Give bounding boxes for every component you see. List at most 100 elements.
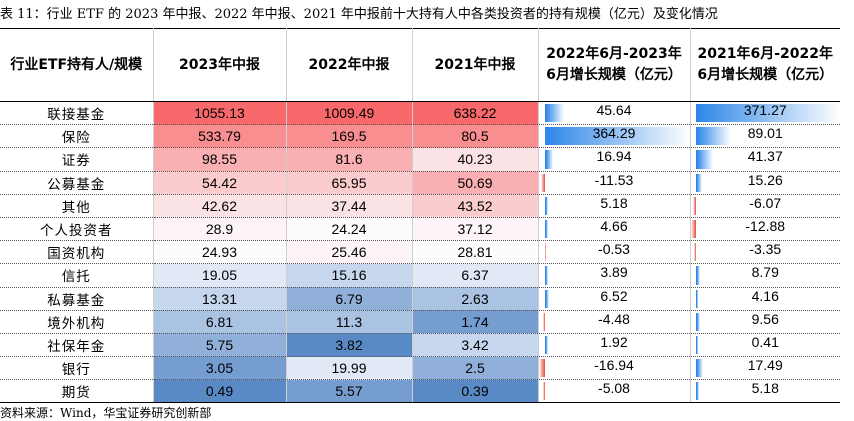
growth-bar-wrap: -5.08 bbox=[539, 380, 690, 402]
table-row: 期货 0.49 5.57 0.39 -5.08 5.18 bbox=[0, 379, 841, 404]
value-cell-v2021: 28.81 bbox=[411, 240, 538, 265]
growth-bar bbox=[543, 382, 546, 401]
value-cell-v2022: 81.6 bbox=[285, 147, 412, 172]
header-growth-2122-label: 2021年6月-2022年6月增长规模（亿元） bbox=[697, 46, 834, 83]
growth-bar-wrap: 8.79 bbox=[691, 264, 841, 286]
table-row: 个人投资者 28.9 24.24 37.12 4.66 -12.88 bbox=[0, 217, 841, 242]
row-category: 银行 bbox=[0, 356, 153, 381]
growth-bar-wrap: -3.35 bbox=[691, 241, 841, 263]
growth-bar bbox=[545, 127, 691, 146]
row-category: 保险 bbox=[0, 124, 153, 149]
growth-bar-wrap: 89.01 bbox=[691, 125, 841, 147]
value-cell-v2021: 40.23 bbox=[411, 147, 538, 172]
growth-bar-wrap: 15.26 bbox=[691, 172, 841, 194]
growth-value: -16.94 bbox=[594, 357, 634, 374]
row-category: 信托 bbox=[0, 263, 153, 288]
growth-value: 3.89 bbox=[600, 264, 628, 281]
row-category: 国资机构 bbox=[0, 240, 153, 265]
growth-cell-g1: 5.18 bbox=[537, 194, 690, 218]
growth-bar bbox=[544, 243, 547, 262]
growth-cell-g2: 8.79 bbox=[689, 263, 841, 288]
growth-value: 0.41 bbox=[751, 333, 779, 350]
value-cell-v2022: 24.24 bbox=[285, 217, 412, 242]
growth-bar bbox=[540, 173, 546, 192]
table-row: 公募基金 54.42 65.95 50.69 -11.53 15.26 bbox=[0, 171, 841, 195]
growth-bar bbox=[694, 243, 696, 262]
growth-bar bbox=[695, 382, 699, 401]
value-cell-v2022: 25.46 bbox=[285, 240, 412, 265]
growth-bar-wrap: -12.88 bbox=[690, 218, 841, 240]
growth-cell-g2: 9.56 bbox=[689, 310, 841, 334]
value-cell-v2022: 6.79 bbox=[285, 287, 412, 311]
value-cell-v2023: 42.62 bbox=[152, 194, 286, 218]
growth-bar bbox=[545, 266, 548, 285]
value-cell-v2021: 2.63 bbox=[411, 287, 538, 311]
growth-cell-g2: -6.07 bbox=[689, 194, 840, 218]
table-title: 表 11：行业 ETF 的 2023 年中报、2022 年中报、2021 年中报… bbox=[0, 7, 718, 22]
growth-bar bbox=[695, 173, 703, 192]
growth-value: 16.94 bbox=[596, 148, 632, 165]
table-row: 银行 3.05 19.99 2.5 -16.94 17.49 bbox=[0, 356, 841, 381]
table-row: 社保年金 5.75 3.82 3.42 1.92 0.41 bbox=[0, 333, 840, 358]
growth-bar-wrap: -16.94 bbox=[538, 357, 690, 379]
growth-value: 45.64 bbox=[596, 102, 632, 118]
growth-value: 15.26 bbox=[747, 171, 783, 188]
growth-bar-wrap: -0.53 bbox=[539, 241, 690, 263]
growth-bar-wrap: 3.89 bbox=[539, 264, 690, 286]
growth-value: -5.08 bbox=[598, 380, 630, 397]
growth-bar bbox=[695, 289, 699, 308]
row-category: 境外机构 bbox=[0, 310, 153, 334]
growth-cell-g1: 3.89 bbox=[537, 263, 690, 288]
growth-value: 41.37 bbox=[747, 148, 783, 165]
row-category: 社保年金 bbox=[0, 333, 153, 358]
growth-cell-g2: 0.41 bbox=[689, 333, 840, 358]
growth-bar bbox=[538, 359, 546, 378]
value-cell-v2023: 98.55 bbox=[152, 147, 286, 172]
row-category: 公募基金 bbox=[0, 171, 153, 195]
growth-cell-g1: 45.64 bbox=[537, 101, 690, 126]
growth-cell-g2: -12.88 bbox=[689, 217, 841, 242]
growth-bar bbox=[545, 196, 549, 215]
growth-bar-wrap: 41.37 bbox=[691, 148, 841, 170]
growth-value: 4.16 bbox=[751, 287, 779, 304]
row-category: 期货 bbox=[0, 379, 153, 404]
header-2021: 2021年中报 bbox=[411, 28, 538, 102]
table-row: 私募基金 13.31 6.79 2.63 6.52 4.16 bbox=[0, 287, 840, 311]
growth-value: 364.29 bbox=[592, 125, 636, 142]
value-cell-v2023: 13.31 bbox=[152, 287, 286, 311]
value-cell-v2022: 15.16 bbox=[285, 263, 412, 288]
value-cell-v2023: 28.9 bbox=[152, 217, 286, 242]
value-cell-v2022: 65.95 bbox=[285, 171, 412, 195]
growth-cell-g2: 89.01 bbox=[689, 124, 841, 149]
value-cell-v2023: 0.49 bbox=[152, 379, 286, 404]
growth-cell-g1: -11.53 bbox=[537, 171, 690, 195]
growth-bar-wrap: 5.18 bbox=[691, 380, 841, 402]
header-growth-2223: 2022年6月-2023年6月增长规模（亿元） bbox=[537, 28, 690, 102]
value-cell-v2023: 19.05 bbox=[152, 263, 286, 288]
value-cell-v2023: 1055.13 bbox=[152, 101, 286, 126]
growth-value: 4.66 bbox=[600, 217, 628, 234]
row-category: 证券 bbox=[0, 147, 153, 172]
value-cell-v2021: 37.12 bbox=[411, 217, 538, 242]
growth-bar-wrap: 45.64 bbox=[539, 102, 690, 124]
value-cell-v2021: 43.52 bbox=[411, 194, 538, 218]
growth-value: 5.18 bbox=[751, 380, 779, 397]
growth-bar bbox=[690, 219, 696, 239]
growth-bar bbox=[545, 289, 549, 308]
growth-bar bbox=[545, 335, 548, 355]
row-category: 联接基金 bbox=[0, 101, 153, 126]
row-category: 其他 bbox=[0, 194, 153, 218]
table-row: 其他 42.62 37.44 43.52 5.18 -6.07 bbox=[0, 194, 840, 218]
growth-bar bbox=[545, 104, 565, 123]
growth-value: -0.53 bbox=[598, 241, 630, 258]
growth-bar-wrap: 371.27 bbox=[691, 102, 841, 124]
growth-value: -6.07 bbox=[749, 194, 782, 211]
growth-bar-wrap: 17.49 bbox=[691, 357, 841, 379]
header-holder: 行业ETF持有人/规模 bbox=[0, 28, 153, 102]
growth-bar bbox=[695, 335, 698, 355]
value-cell-v2022: 169.5 bbox=[285, 124, 412, 149]
growth-value: 5.18 bbox=[600, 194, 628, 211]
growth-bar-wrap: 9.56 bbox=[691, 311, 841, 333]
value-cell-v2021: 1.74 bbox=[411, 310, 538, 334]
value-cell-v2022: 37.44 bbox=[285, 194, 412, 218]
